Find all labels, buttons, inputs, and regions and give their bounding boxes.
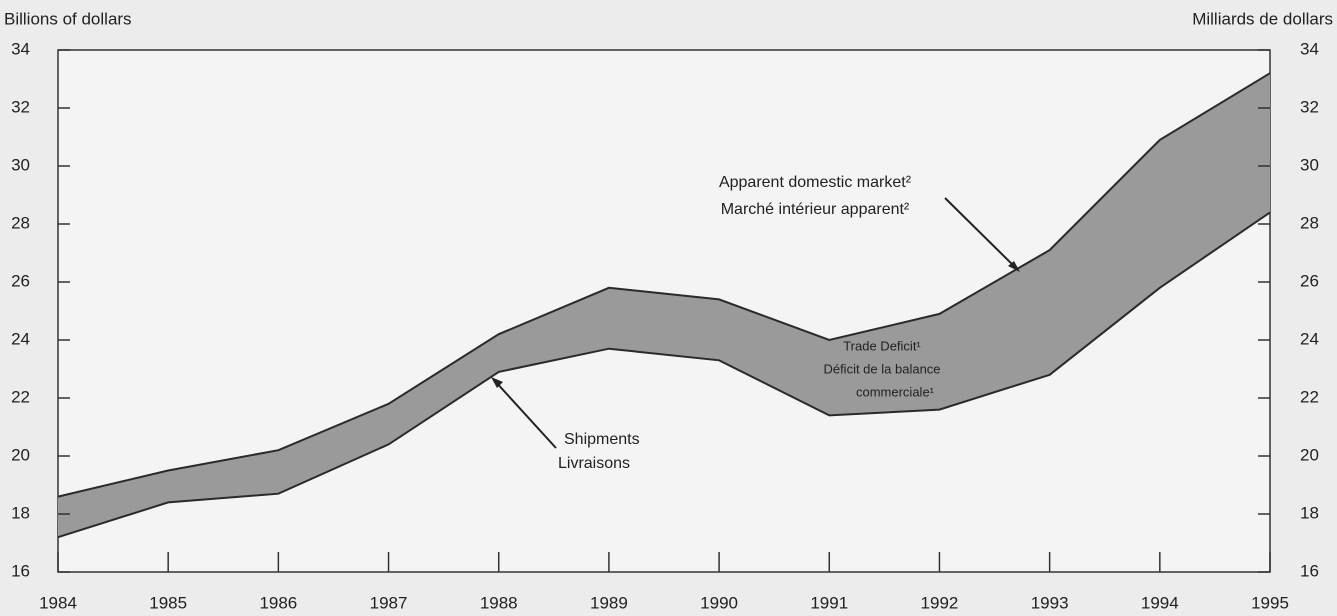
y2-tick-label: 30	[1300, 155, 1319, 174]
y2-tick-label: 24	[1300, 329, 1319, 348]
y-tick-label: 30	[11, 155, 30, 174]
x-tick-label: 1991	[810, 593, 848, 612]
band-area	[58, 73, 1270, 538]
y-tick-label: 16	[11, 561, 30, 580]
y-tick-label: 26	[11, 271, 30, 290]
annotation: Apparent domestic market²	[719, 174, 912, 191]
x-tick-label: 1984	[39, 593, 77, 612]
arrow	[493, 379, 557, 449]
x-tick-label: 1987	[370, 593, 408, 612]
y2-tick-label: 34	[1300, 39, 1319, 58]
y2-axis-label: Milliards de dollars	[1192, 9, 1333, 28]
y2-tick-label: 22	[1300, 387, 1319, 406]
y-tick-label: 24	[11, 329, 30, 348]
arrowhead	[491, 377, 503, 388]
annotation: commerciale¹	[856, 384, 935, 399]
y2-tick-label: 20	[1300, 445, 1319, 464]
annotation: Déficit de la balance	[823, 361, 940, 376]
y2-tick-label: 18	[1300, 503, 1319, 522]
y2-tick-label: 26	[1300, 271, 1319, 290]
y-tick-label: 22	[11, 387, 30, 406]
annotation: Marché intérieur apparent²	[721, 201, 910, 218]
y2-tick-label: 28	[1300, 213, 1319, 232]
y2-tick-label: 32	[1300, 97, 1319, 116]
y-tick-label: 34	[11, 39, 30, 58]
y2-tick-label: 16	[1300, 561, 1319, 580]
x-tick-label: 1994	[1141, 593, 1179, 612]
y-axis-label: Billions of dollars	[4, 9, 132, 28]
arrowhead	[1008, 261, 1020, 272]
y-tick-label: 18	[11, 503, 30, 522]
x-tick-label: 1988	[480, 593, 518, 612]
series-line	[57, 72, 1271, 498]
annotation: Trade Deficit¹	[843, 338, 921, 353]
x-tick-label: 1995	[1251, 593, 1289, 612]
annotation: Livraisons	[558, 455, 630, 472]
x-tick-label: 1986	[259, 593, 297, 612]
y-tick-label: 20	[11, 445, 30, 464]
annotation: Shipments	[564, 431, 640, 448]
series-line	[57, 211, 1271, 539]
x-tick-label: 1985	[149, 593, 187, 612]
y-tick-label: 32	[11, 97, 30, 116]
x-tick-label: 1989	[590, 593, 628, 612]
x-tick-label: 1993	[1031, 593, 1069, 612]
x-tick-label: 1992	[921, 593, 959, 612]
arrow	[944, 197, 1019, 271]
x-tick-label: 1990	[700, 593, 738, 612]
y-tick-label: 28	[11, 213, 30, 232]
